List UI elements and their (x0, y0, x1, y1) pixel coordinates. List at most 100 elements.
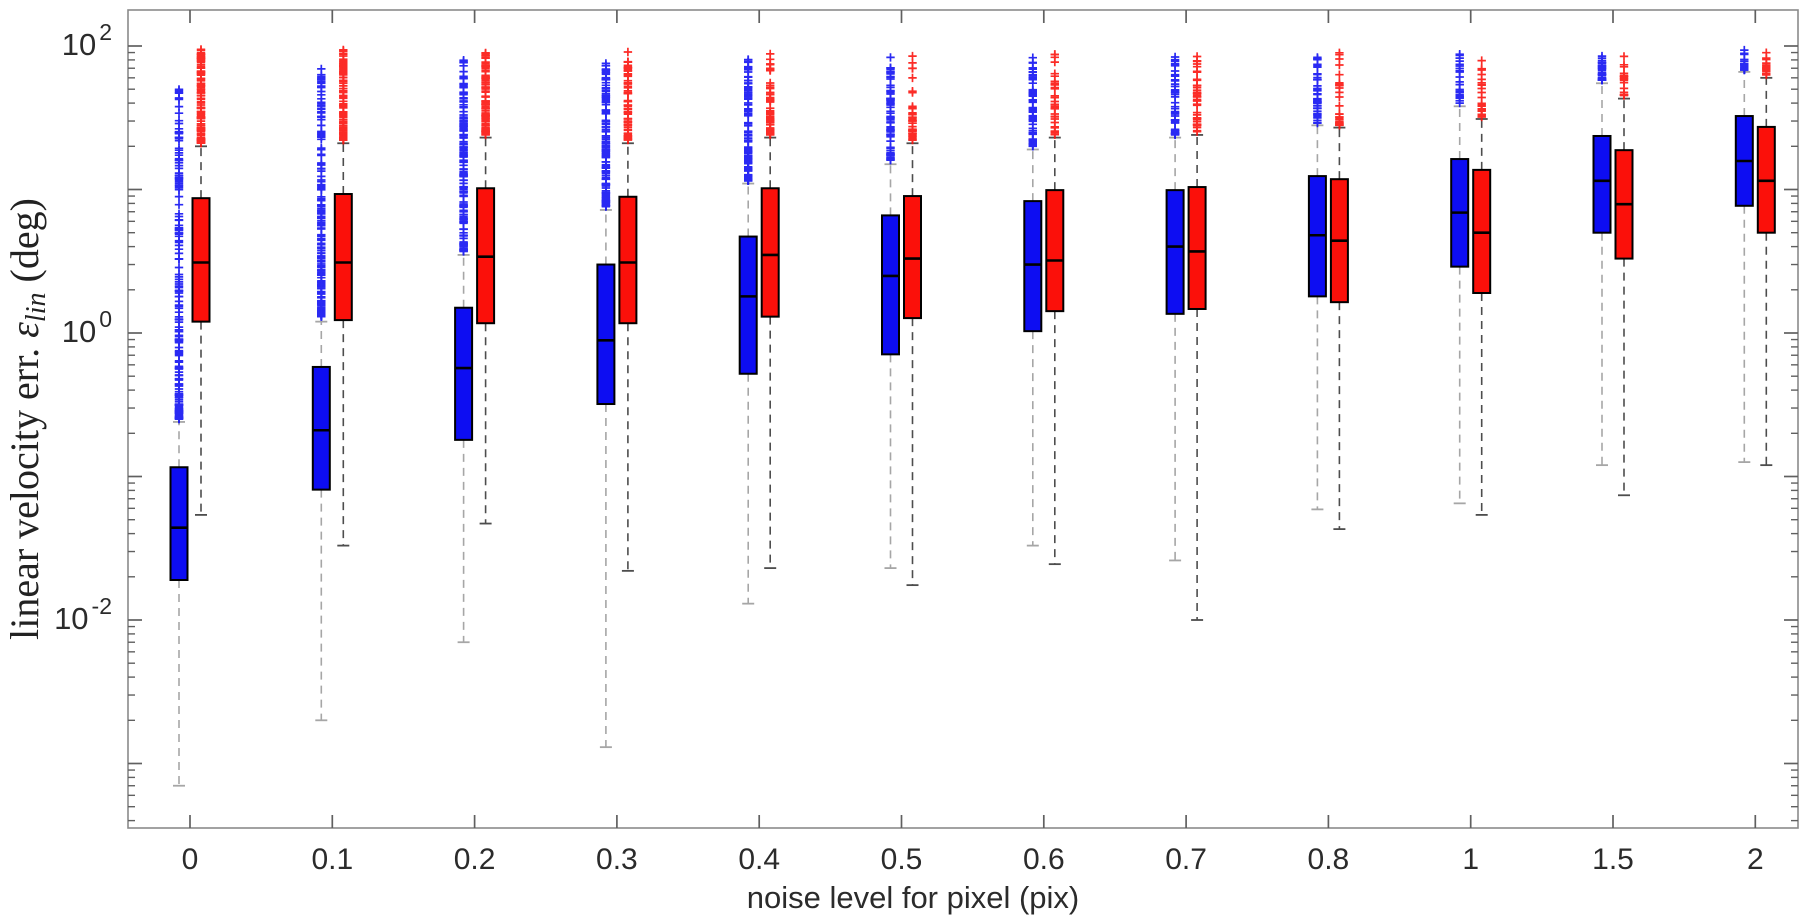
outlier-column-blue-method-0 (174, 85, 184, 424)
boxplot-box-blue-method-0.4 (738, 235, 758, 375)
outlier-marker (601, 108, 611, 117)
outlier-marker (317, 298, 326, 307)
outlier-marker (1619, 52, 1629, 61)
outlier-marker (1050, 50, 1059, 59)
outlier-marker (1597, 58, 1607, 67)
outlier-marker (886, 68, 895, 77)
outlier-marker (196, 45, 206, 54)
outlier-marker (601, 137, 611, 146)
outlier-marker (174, 109, 184, 118)
outlier-marker (1619, 84, 1629, 93)
outlier-marker (623, 79, 633, 89)
outlier-marker (1170, 70, 1180, 79)
outlier-marker (908, 110, 917, 119)
outlier-marker (766, 84, 775, 93)
outlier-marker (339, 56, 348, 65)
outlier-marker (459, 183, 468, 192)
outlier-marker (459, 169, 468, 179)
outlier-column-blue-method-0.7 (1170, 52, 1180, 140)
outlier-marker (339, 100, 348, 109)
outlier-marker (744, 146, 753, 156)
outlier-marker (459, 88, 468, 97)
outlier-marker (1050, 100, 1059, 109)
outlier-marker (1335, 101, 1344, 111)
outlier-marker (174, 181, 184, 190)
outlier-marker (174, 379, 184, 389)
outlier-marker (1192, 95, 1202, 104)
outlier-marker (1597, 75, 1607, 85)
outlier-marker (174, 325, 184, 334)
outlier-marker (623, 131, 633, 140)
outlier-column-red-method-2 (1762, 48, 1771, 80)
x-tick-label-2: 2 (1747, 843, 1764, 876)
outlier-marker (317, 112, 326, 122)
outlier-marker (744, 111, 753, 120)
outlier-marker (339, 134, 348, 143)
outlier-marker (196, 84, 206, 94)
outlier-marker (1028, 104, 1037, 113)
outlier-marker (317, 172, 326, 181)
outlier-marker (1477, 56, 1486, 65)
x-tick-label-0.7: 0.7 (1165, 843, 1207, 876)
outlier-marker (459, 148, 468, 157)
boxplot-box-red-method-0.7 (1187, 186, 1207, 310)
outlier-marker (317, 183, 326, 192)
outlier-column-red-method-0.2 (481, 48, 490, 140)
outlier-marker (1028, 139, 1037, 149)
outlier-marker (174, 119, 184, 128)
outlier-marker (481, 104, 490, 114)
outlier-marker (601, 193, 611, 202)
outlier-marker (174, 292, 184, 301)
outlier-column-blue-method-0.2 (459, 56, 468, 256)
outlier-column-red-method-0.4 (766, 49, 775, 140)
outlier-column-red-method-0.3 (623, 47, 633, 145)
outlier-marker (1762, 64, 1771, 74)
outlier-marker (174, 146, 184, 155)
outlier-marker (196, 56, 206, 66)
outlier-marker (317, 196, 326, 205)
boxplot-box-blue-method-0.5 (881, 214, 900, 356)
outlier-marker (1028, 114, 1037, 124)
outlier-column-red-method-0.1 (339, 45, 348, 145)
outlier-marker (174, 238, 184, 247)
outlier-marker (317, 159, 326, 168)
outlier-marker (1313, 70, 1322, 79)
outlier-column-blue-method-0.4 (744, 55, 753, 185)
outlier-marker (1050, 57, 1059, 67)
outlier-column-blue-method-0.1 (317, 64, 326, 321)
outlier-marker (1619, 60, 1629, 69)
outlier-marker (1740, 55, 1749, 64)
boxplot-box-blue-method-0.6 (1023, 200, 1043, 333)
outlier-marker (1170, 55, 1180, 64)
outlier-marker (744, 92, 753, 101)
outlier-marker (623, 114, 633, 123)
boxplot-box-blue-method-0 (169, 466, 189, 581)
outlier-marker (1477, 75, 1486, 84)
outlier-marker (317, 280, 326, 289)
outlier-marker (623, 69, 633, 79)
outlier-marker (317, 151, 326, 160)
outlier-marker (1477, 84, 1486, 93)
outlier-marker (1455, 56, 1464, 66)
outlier-column-blue-method-2 (1740, 45, 1749, 75)
outlier-column-blue-method-0.5 (886, 53, 895, 165)
outlier-marker (317, 261, 326, 270)
outlier-marker (174, 95, 184, 104)
outlier-marker (1192, 121, 1202, 130)
outlier-marker (886, 53, 895, 62)
outlier-marker (623, 47, 633, 57)
outlier-marker (908, 87, 917, 96)
outlier-marker (744, 131, 753, 140)
outlier-marker (908, 73, 917, 83)
outlier-marker (623, 123, 633, 132)
outlier-marker (174, 164, 184, 173)
outlier-marker (744, 55, 753, 65)
outlier-marker (196, 113, 206, 123)
outlier-marker (886, 87, 895, 96)
outlier-marker (196, 100, 206, 110)
outlier-marker (1313, 86, 1322, 95)
outlier-marker (908, 132, 917, 141)
outlier-marker (744, 176, 753, 185)
outlier-marker (766, 65, 775, 75)
